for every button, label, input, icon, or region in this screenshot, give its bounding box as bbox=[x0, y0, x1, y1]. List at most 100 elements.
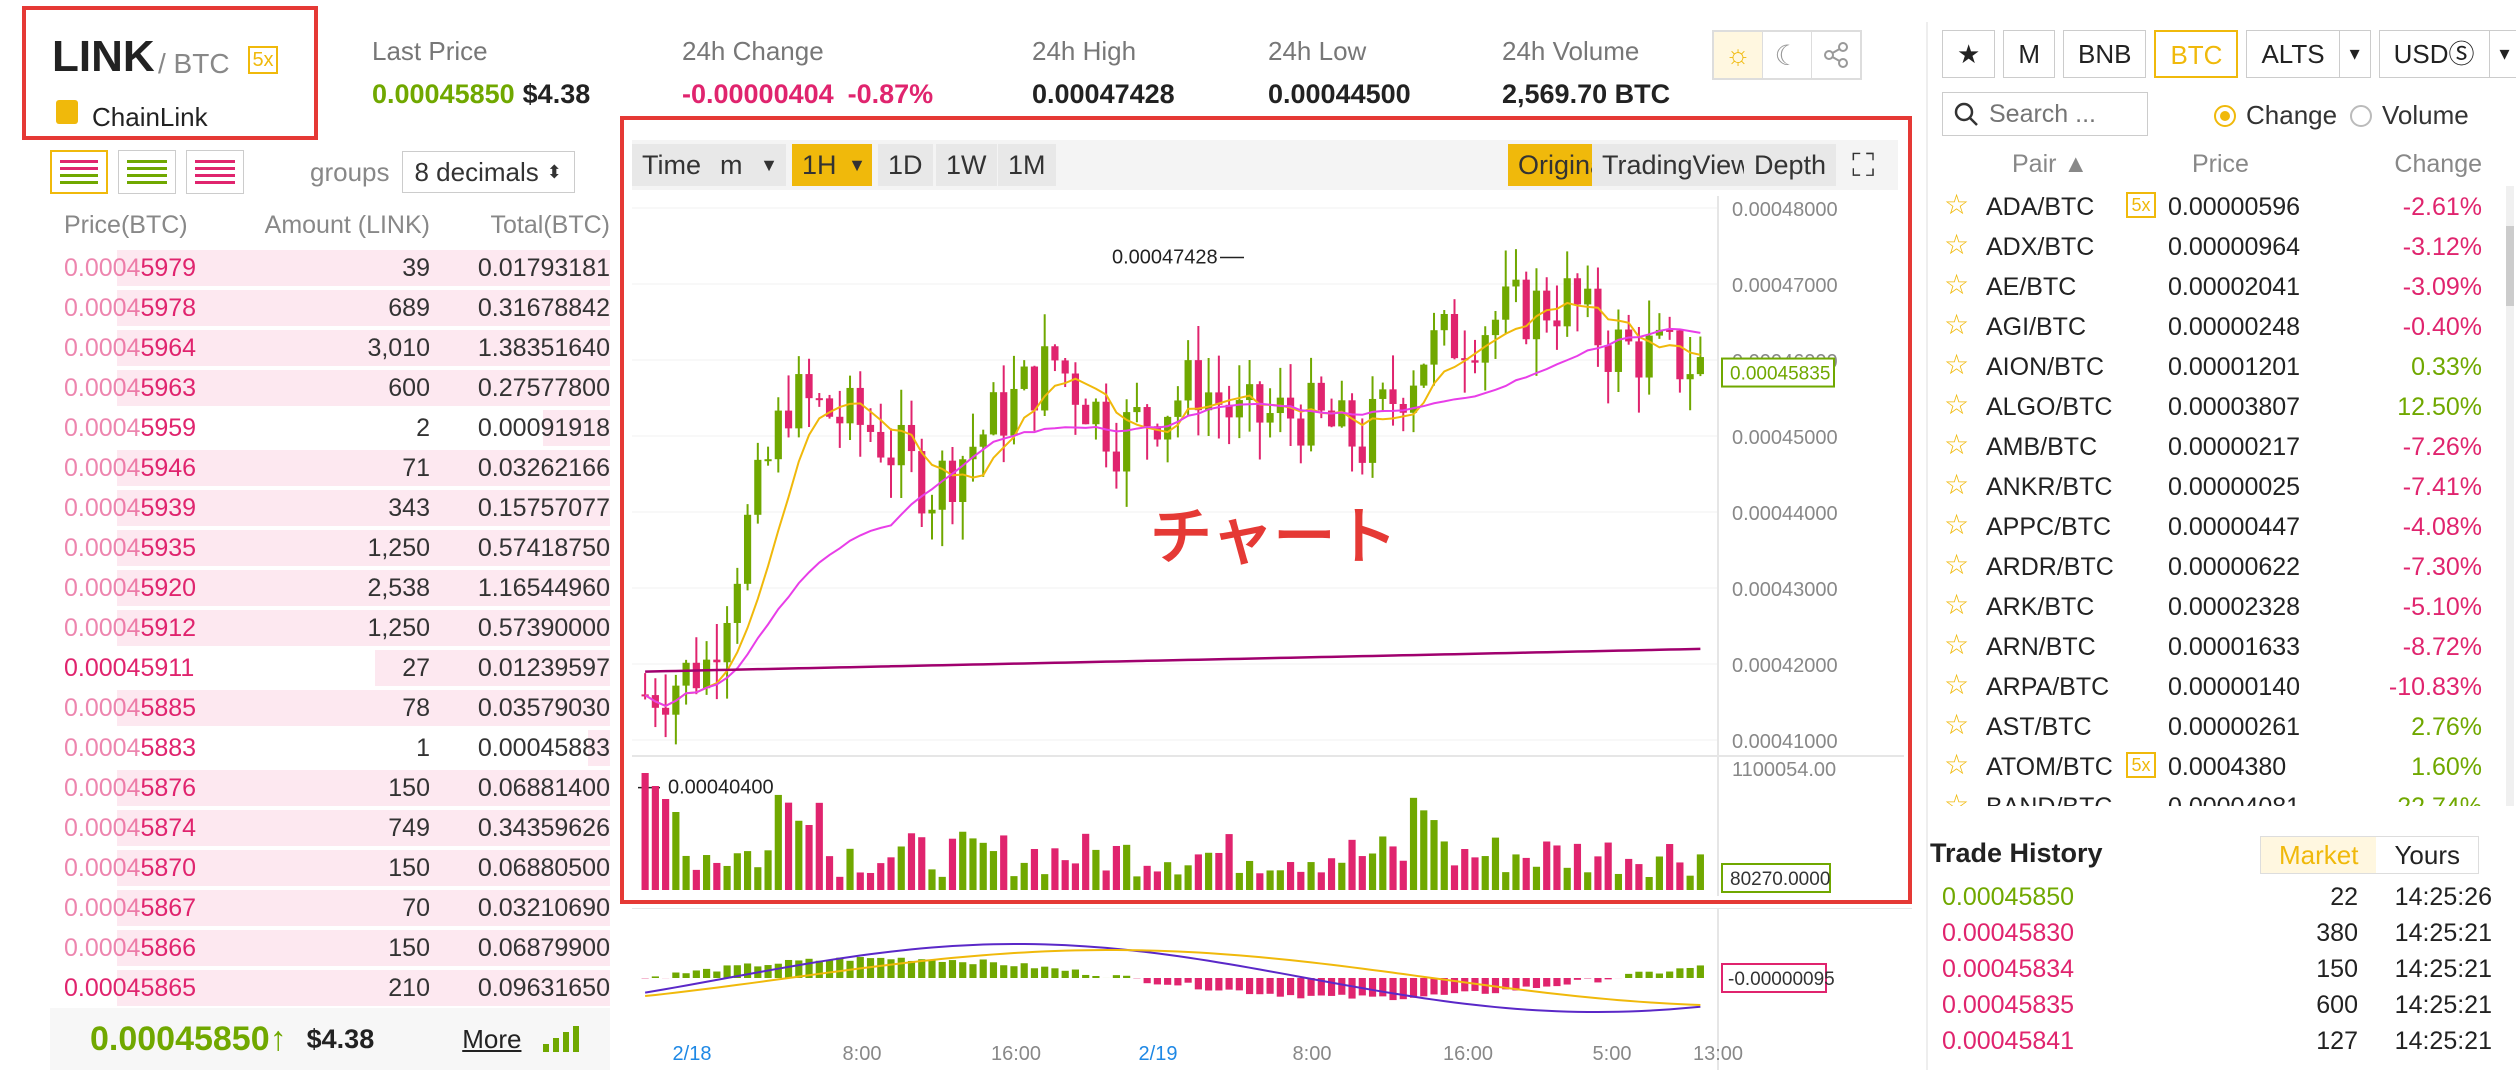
sun-icon[interactable]: ☼ bbox=[1714, 32, 1763, 78]
share-icon[interactable] bbox=[1812, 32, 1860, 78]
market-tab[interactable]: BNB bbox=[2062, 30, 2147, 78]
market-row[interactable]: ☆ ALGO/BTC 0.00003807 12.50% bbox=[1928, 386, 2508, 426]
ask-row[interactable]: 0.00045885 78 0.03579030 bbox=[50, 688, 610, 728]
col-price[interactable]: Price bbox=[2192, 150, 2249, 178]
ask-row[interactable]: 0.00045876 150 0.06881400 bbox=[50, 768, 610, 808]
radio-volume[interactable]: Volume bbox=[2350, 100, 2469, 131]
market-row[interactable]: ☆ ATOM/BTC 5x 0.0004380 1.60% bbox=[1928, 746, 2508, 786]
favorite-star-icon[interactable]: ☆ bbox=[1944, 709, 1970, 740]
dropdown-arrow-icon[interactable]: ▾ bbox=[2488, 30, 2516, 78]
tab-time[interactable]: Time bbox=[632, 144, 711, 186]
favorite-star-icon[interactable]: ☆ bbox=[1944, 229, 1970, 260]
favorite-star-icon[interactable]: ☆ bbox=[1944, 509, 1970, 540]
ask-row[interactable]: 0.00045866 150 0.06879900 bbox=[50, 928, 610, 968]
ask-row[interactable]: 0.00045935 1,250 0.57418750 bbox=[50, 528, 610, 568]
macd-bar bbox=[1174, 978, 1182, 986]
market-row[interactable]: ☆ ADA/BTC 5x 0.00000596 -2.61% bbox=[1928, 186, 2508, 226]
tab-market-trades[interactable]: Market bbox=[2261, 837, 2377, 873]
favorite-star-icon[interactable]: ☆ bbox=[1944, 429, 1970, 460]
ask-row[interactable]: 0.00045979 39 0.01793181 bbox=[50, 248, 610, 288]
moon-icon[interactable]: ☾ bbox=[1763, 32, 1812, 78]
market-row[interactable]: ☆ AION/BTC 0.00001201 0.33% bbox=[1928, 346, 2508, 386]
markets-scrollbar[interactable] bbox=[2506, 186, 2514, 806]
leverage-badge[interactable]: 5x bbox=[248, 46, 278, 74]
ask-row[interactable]: 0.00045883 1 0.00045883 bbox=[50, 728, 610, 768]
favorite-star-icon[interactable]: ☆ bbox=[1944, 749, 1970, 780]
ask-row[interactable]: 0.00045867 70 0.03210690 bbox=[50, 888, 610, 928]
candle-body bbox=[1645, 335, 1653, 378]
search-input[interactable] bbox=[1989, 99, 2139, 129]
ask-row[interactable]: 0.00045874 749 0.34359626 bbox=[50, 808, 610, 848]
market-row[interactable]: ☆ AST/BTC 0.00000261 2.76% bbox=[1928, 706, 2508, 746]
market-row[interactable]: ☆ APPC/BTC 0.00000447 -4.08% bbox=[1928, 506, 2508, 546]
market-tab[interactable]: BTC bbox=[2154, 30, 2239, 78]
ask-row[interactable]: 0.00045865 210 0.09631650 bbox=[50, 968, 610, 1008]
market-row[interactable]: ☆ ARK/BTC 0.00002328 -5.10% bbox=[1928, 586, 2508, 626]
tab-your-trades[interactable]: Yours bbox=[2394, 840, 2461, 870]
favorite-star-icon[interactable]: ☆ bbox=[1944, 589, 1970, 620]
ask-price: 0.00045939 bbox=[50, 494, 230, 523]
coin-name-link[interactable]: ChainLink bbox=[92, 102, 208, 132]
tab-depth[interactable]: Depth bbox=[1744, 144, 1837, 186]
ask-row[interactable]: 0.00045911 27 0.01239597 bbox=[50, 648, 610, 688]
ask-row[interactable]: 0.00045978 689 0.31678842 bbox=[50, 288, 610, 328]
favorite-star-icon[interactable]: ☆ bbox=[1944, 469, 1970, 500]
favorite-star-icon[interactable]: ☆ bbox=[1944, 789, 1970, 806]
coin-info-icon[interactable] bbox=[56, 100, 78, 124]
tab-1d[interactable]: 1D bbox=[878, 144, 933, 186]
favorite-star-icon[interactable]: ☆ bbox=[1944, 189, 1970, 220]
fullscreen-icon[interactable]: ⛶ bbox=[1852, 147, 1875, 183]
candle-body bbox=[887, 457, 895, 466]
market-price: 0.00000261 bbox=[2168, 713, 2301, 741]
tab-minutes[interactable]: m ▼ bbox=[710, 144, 786, 186]
col-change[interactable]: Change bbox=[2394, 150, 2482, 178]
favorite-star-icon[interactable]: ☆ bbox=[1944, 269, 1970, 300]
market-row[interactable]: ☆ ARN/BTC 0.00001633 -8.72% bbox=[1928, 626, 2508, 666]
market-tab[interactable]: USDⓈ bbox=[2378, 30, 2490, 78]
ask-row[interactable]: 0.00045920 2,538 1.16544960 bbox=[50, 568, 610, 608]
favorite-star-icon[interactable]: ☆ bbox=[1944, 349, 1970, 380]
tab-tradingview[interactable]: TradingView bbox=[1592, 144, 1761, 186]
ask-row[interactable]: 0.00045959 2 0.00091918 bbox=[50, 408, 610, 448]
more-link[interactable]: More bbox=[462, 1023, 522, 1054]
view-both-icon[interactable] bbox=[50, 150, 108, 194]
ask-row[interactable]: 0.00045964 3,010 1.38351640 bbox=[50, 328, 610, 368]
market-row[interactable]: ☆ AGI/BTC 0.00000248 -0.40% bbox=[1928, 306, 2508, 346]
ask-row[interactable]: 0.00045963 600 0.27577800 bbox=[50, 368, 610, 408]
col-pair[interactable]: Pair ▲ bbox=[2012, 150, 2089, 178]
tab-1h[interactable]: 1H ▼ bbox=[792, 144, 872, 186]
market-row[interactable]: ☆ AE/BTC 0.00002041 -3.09% bbox=[1928, 266, 2508, 306]
tab-1w[interactable]: 1W bbox=[936, 144, 997, 186]
ask-price-lead: 0.0004 bbox=[64, 413, 141, 442]
search-field[interactable] bbox=[1942, 92, 2148, 136]
price-chart[interactable]: 0.000480000.000470000.000460000.00045000… bbox=[632, 196, 1904, 896]
favorites-star-icon[interactable]: ★ bbox=[1942, 30, 1996, 78]
ask-row[interactable]: 0.00045870 150 0.06880500 bbox=[50, 848, 610, 888]
market-row[interactable]: ☆ ANKR/BTC 0.00000025 -7.41% bbox=[1928, 466, 2508, 506]
favorite-star-icon[interactable]: ☆ bbox=[1944, 389, 1970, 420]
market-row[interactable]: ☆ BAND/BTC 0.00004081 22.74% bbox=[1928, 786, 2508, 806]
view-asks-icon[interactable] bbox=[186, 150, 244, 194]
volume-bar bbox=[959, 831, 967, 890]
candle-body bbox=[1532, 290, 1541, 340]
market-tab[interactable]: M bbox=[2003, 30, 2055, 78]
ask-row[interactable]: 0.00045946 71 0.03262166 bbox=[50, 448, 610, 488]
view-bids-icon[interactable] bbox=[118, 150, 176, 194]
market-row[interactable]: ☆ ARPA/BTC 0.00000140 -10.83% bbox=[1928, 666, 2508, 706]
favorite-star-icon[interactable]: ☆ bbox=[1944, 669, 1970, 700]
market-row[interactable]: ☆ ARDR/BTC 0.00000622 -7.30% bbox=[1928, 546, 2508, 586]
radio-change[interactable]: Change bbox=[2214, 100, 2337, 131]
market-row[interactable]: ☆ AMB/BTC 0.00000217 -7.26% bbox=[1928, 426, 2508, 466]
ask-row[interactable]: 0.00045912 1,250 0.57390000 bbox=[50, 608, 610, 648]
dropdown-arrow-icon[interactable]: ▾ bbox=[2338, 30, 2371, 78]
volume-bar bbox=[1543, 841, 1551, 890]
favorite-star-icon[interactable]: ☆ bbox=[1944, 549, 1970, 580]
decimals-select[interactable]: 8 decimals ⬍ bbox=[401, 151, 575, 193]
ask-row[interactable]: 0.00045939 343 0.15757077 bbox=[50, 488, 610, 528]
favorite-star-icon[interactable]: ☆ bbox=[1944, 309, 1970, 340]
tab-1m[interactable]: 1M bbox=[998, 144, 1056, 186]
favorite-star-icon[interactable]: ☆ bbox=[1944, 629, 1970, 660]
candle-body bbox=[1471, 360, 1479, 363]
market-tab[interactable]: ALTS bbox=[2246, 30, 2340, 78]
market-row[interactable]: ☆ ADX/BTC 0.00000964 -3.12% bbox=[1928, 226, 2508, 266]
